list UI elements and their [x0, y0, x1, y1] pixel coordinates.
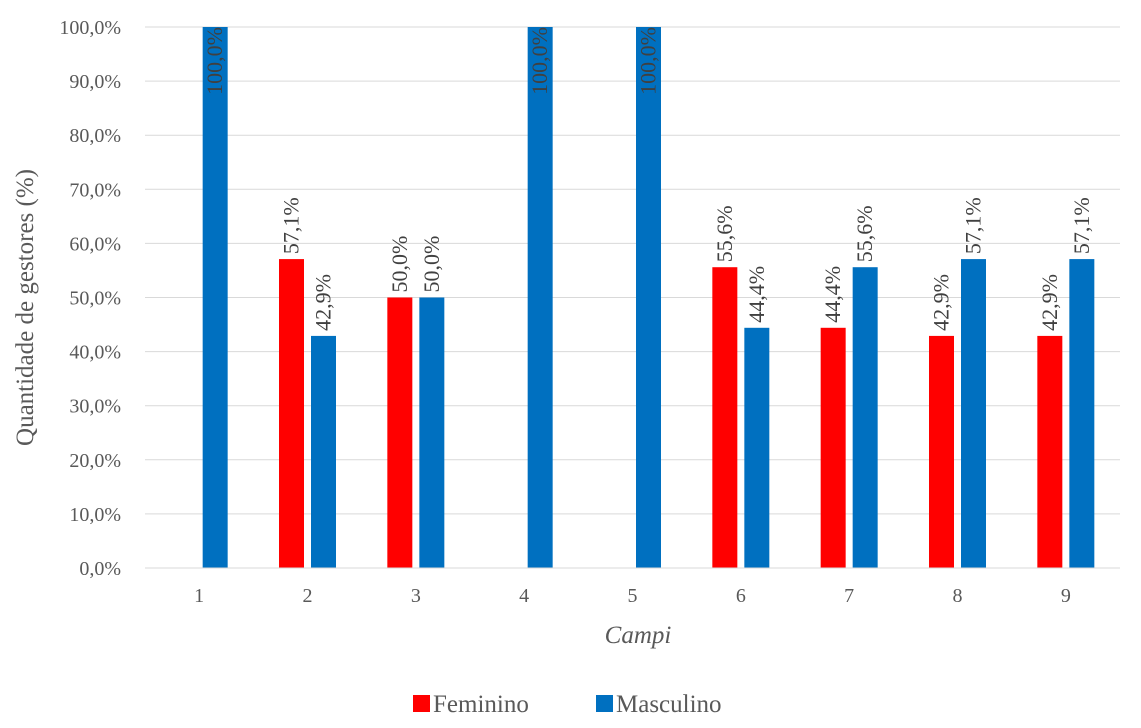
data-label: 57,1%: [279, 197, 304, 254]
bar-feminino-8: [929, 335, 954, 568]
y-tick-label: 10,0%: [69, 504, 121, 526]
data-label: 42,9%: [311, 274, 336, 331]
bar-masculino-3: [419, 297, 445, 568]
bar-feminino-3: [387, 297, 413, 568]
data-label: 50,0%: [387, 236, 412, 293]
y-tick-label: 50,0%: [69, 288, 121, 310]
x-tick-label: 1: [194, 585, 204, 607]
y-tick-label: 40,0%: [69, 342, 121, 364]
data-label: 44,4%: [820, 266, 845, 323]
y-tick-label: 20,0%: [69, 450, 121, 472]
x-tick-label: 8: [953, 585, 963, 607]
x-axis-ticks: 1 2 3 4 5 6 7 8 9: [194, 585, 1071, 607]
bar-masculino-9: [1069, 259, 1095, 568]
y-tick-label: 30,0%: [69, 396, 121, 418]
x-tick-label: 7: [844, 585, 854, 607]
gridlines: [145, 26, 1120, 515]
y-axis-title: Quantidade de gestores (%): [12, 169, 39, 446]
bars: [202, 27, 1095, 568]
data-label: 57,1%: [1069, 197, 1094, 254]
data-label: 50,0%: [419, 236, 444, 293]
data-label: 57,1%: [961, 197, 986, 254]
bar-masculino-5: [636, 27, 661, 568]
bar-masculino-6: [744, 327, 770, 568]
bar-masculino-7: [852, 267, 878, 568]
x-axis-title: Campi: [605, 622, 672, 649]
y-tick-label: 90,0%: [69, 71, 121, 93]
x-tick-label: 6: [736, 585, 746, 607]
bar-masculino-1: [202, 27, 228, 568]
bar-feminino-7: [820, 327, 846, 568]
data-label: 100,0%: [202, 27, 227, 95]
data-labels: 100,0% 57,1% 42,9% 50,0% 50,0% 100,0% 100,0% 55…: [202, 27, 1094, 331]
y-tick-label: 60,0%: [69, 233, 121, 255]
y-tick-label: 80,0%: [69, 125, 121, 147]
bar-feminino-9: [1037, 335, 1063, 568]
data-label: 100,0%: [527, 27, 552, 95]
data-label: 55,6%: [712, 205, 737, 262]
data-label: 100,0%: [636, 27, 661, 95]
bar-masculino-4: [527, 27, 553, 568]
x-tick-label: 9: [1061, 585, 1071, 607]
legend-swatch-feminino: [413, 695, 430, 712]
legend-label-masculino: Masculino: [616, 691, 722, 718]
data-label: 42,9%: [929, 274, 954, 331]
legend-swatch-masculino: [596, 695, 613, 712]
legend-label-feminino: Feminino: [433, 691, 529, 718]
y-tick-label: 70,0%: [69, 179, 121, 201]
y-tick-label: 100,0%: [59, 17, 121, 39]
x-tick-label: 5: [628, 585, 638, 607]
data-label: 44,4%: [744, 266, 769, 323]
data-label: 55,6%: [852, 205, 877, 262]
x-tick-label: 4: [519, 585, 529, 607]
bar-feminino-6: [712, 267, 738, 568]
y-tick-label: 0,0%: [79, 558, 121, 580]
bar-feminino-2: [279, 259, 304, 568]
data-label: 42,9%: [1037, 274, 1062, 331]
x-tick-label: 2: [303, 585, 313, 607]
x-tick-label: 3: [411, 585, 421, 607]
bar-masculino-8: [961, 259, 986, 568]
y-axis-ticks: 0,0% 10,0% 20,0% 30,0% 40,0% 50,0% 60,0% 70,0% 8…: [59, 17, 121, 580]
legend: Feminino Masculino: [413, 691, 722, 718]
bar-masculino-2: [311, 335, 336, 568]
